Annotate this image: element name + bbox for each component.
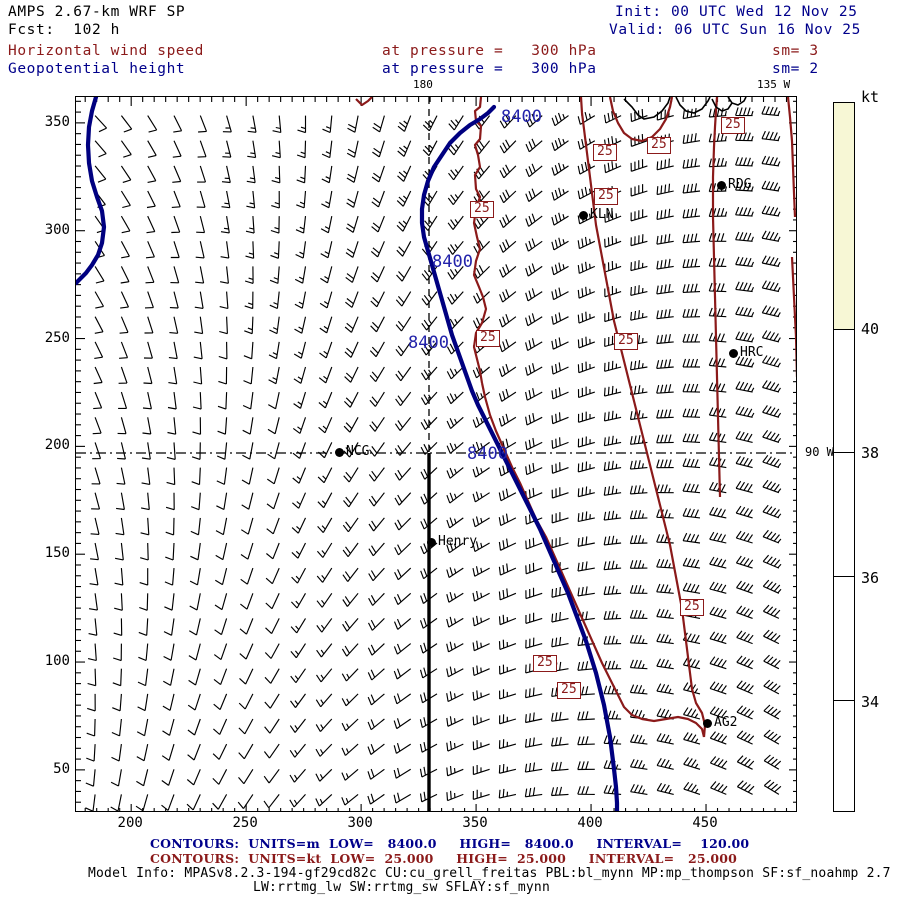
pressure-level-wind: at pressure = 300 hPa — [382, 43, 597, 59]
colorbar-tick-label: 36 — [861, 568, 880, 587]
footer-model-info-line1: Model Info: MPASv8.2.3-194-gf29cd82c CU:… — [88, 866, 891, 881]
longitude-label-90w: 90 W — [805, 445, 834, 459]
map-plot-area[interactable]: 8400 8400 8400 8400 25 25 25 25 25 25 25… — [75, 96, 797, 812]
footer-contours-wind: CONTOURS: UNITS=kt LOW= 25.000 HIGH= 25.… — [150, 851, 738, 866]
station-label: KLN — [590, 207, 614, 222]
contour-label-8400-d: 8400 — [467, 444, 508, 464]
station-dot — [335, 448, 344, 457]
colorbar-segment-4 — [834, 701, 854, 811]
station-label: RDG — [728, 177, 752, 192]
y-tick-label: 150 — [44, 545, 70, 562]
station-label: NCG — [346, 444, 370, 459]
field-label-wind: Horizontal wind speed — [8, 43, 204, 59]
geopotential-contour-8400m — [76, 97, 620, 811]
x-axis-labels: 200 250 300 350 400 450 — [75, 815, 797, 839]
y-tick-label: 250 — [44, 329, 70, 346]
model-title: AMPS 2.67-km WRF SP — [8, 4, 186, 20]
colorbar-tick-label: 38 — [861, 444, 880, 463]
station-dot — [703, 719, 712, 728]
colorbar-segment-3 — [834, 577, 854, 702]
colorbar-tick-label: 34 — [861, 692, 880, 711]
axis-ticks — [76, 97, 796, 811]
y-tick-label: 50 — [53, 760, 70, 777]
colorbar-tick-label: 40 — [861, 320, 880, 339]
y-tick-label: 200 — [44, 437, 70, 454]
colorbar-unit-label: kt — [861, 88, 880, 106]
station-label: HRC — [740, 345, 764, 360]
contour-label-25-d: 25 — [594, 188, 618, 205]
plot-canvas — [76, 97, 796, 811]
contour-label-25-c: 25 — [593, 144, 617, 161]
contour-label-25-g: 25 — [614, 333, 638, 350]
longitude-label-135w: 135 W — [757, 78, 791, 91]
x-tick-label: 450 — [692, 815, 718, 831]
wind-barb-field — [85, 105, 782, 811]
longitude-label-180: 180 — [413, 78, 433, 91]
smoothing-geopotential: sm= 2 — [772, 61, 819, 77]
x-tick-label: 250 — [232, 815, 258, 831]
colorbar-segment-1 — [834, 329, 854, 454]
y-tick-label: 100 — [44, 653, 70, 670]
colorbar-segment-0 — [834, 103, 854, 330]
contour-label-8400-a: 8400 — [501, 107, 542, 127]
station-label: Henry — [438, 534, 478, 549]
contour-label-8400-b: 8400 — [432, 252, 473, 272]
station-dot — [729, 349, 738, 358]
contour-label-25-b: 25 — [721, 117, 745, 134]
valid-time: Valid: 06 UTC Sun 16 Nov 25 — [609, 22, 861, 38]
x-tick-label: 200 — [117, 815, 143, 831]
colorbar-segment-2 — [834, 453, 854, 578]
contour-label-25-e: 25 — [470, 201, 494, 218]
reference-lines — [76, 97, 796, 811]
forecast-hour: Fcst: 102 h — [8, 22, 120, 38]
y-tick-label: 350 — [44, 113, 70, 130]
y-axis-labels: 50 100 150 200 250 300 350 — [26, 96, 70, 812]
x-tick-label: 400 — [577, 815, 603, 831]
station-dot — [579, 211, 588, 220]
contour-label-25-f: 25 — [476, 330, 500, 347]
wind-speed-contour-25kt — [355, 97, 796, 738]
field-label-geopotential: Geopotential height — [8, 61, 186, 77]
contour-label-25-j: 25 — [557, 682, 581, 699]
coastline-trace — [623, 97, 747, 120]
x-tick-label: 350 — [462, 815, 488, 831]
smoothing-wind: sm= 3 — [772, 43, 819, 59]
contour-label-25-a: 25 — [647, 137, 671, 154]
y-tick-label: 300 — [44, 221, 70, 238]
footer-contours-geopotential: CONTOURS: UNITS=m LOW= 8400.0 HIGH= 8400… — [150, 836, 750, 851]
init-time: Init: 00 UTC Wed 12 Nov 25 — [615, 4, 858, 20]
footer-model-info-line2: LW:rrtmg_lw SW:rrtmg_sw SFLAY:sf_mynn — [253, 880, 550, 895]
pressure-level-geopotential: at pressure = 300 hPa — [382, 61, 597, 77]
wind-speed-colorbar[interactable] — [833, 102, 855, 812]
x-tick-label: 300 — [347, 815, 373, 831]
station-dot — [427, 538, 436, 547]
contour-label-8400-c: 8400 — [408, 333, 449, 353]
station-dot — [717, 181, 726, 190]
contour-label-25-i: 25 — [533, 655, 557, 672]
contour-label-25-h: 25 — [680, 599, 704, 616]
station-label: AG2 — [714, 715, 738, 730]
